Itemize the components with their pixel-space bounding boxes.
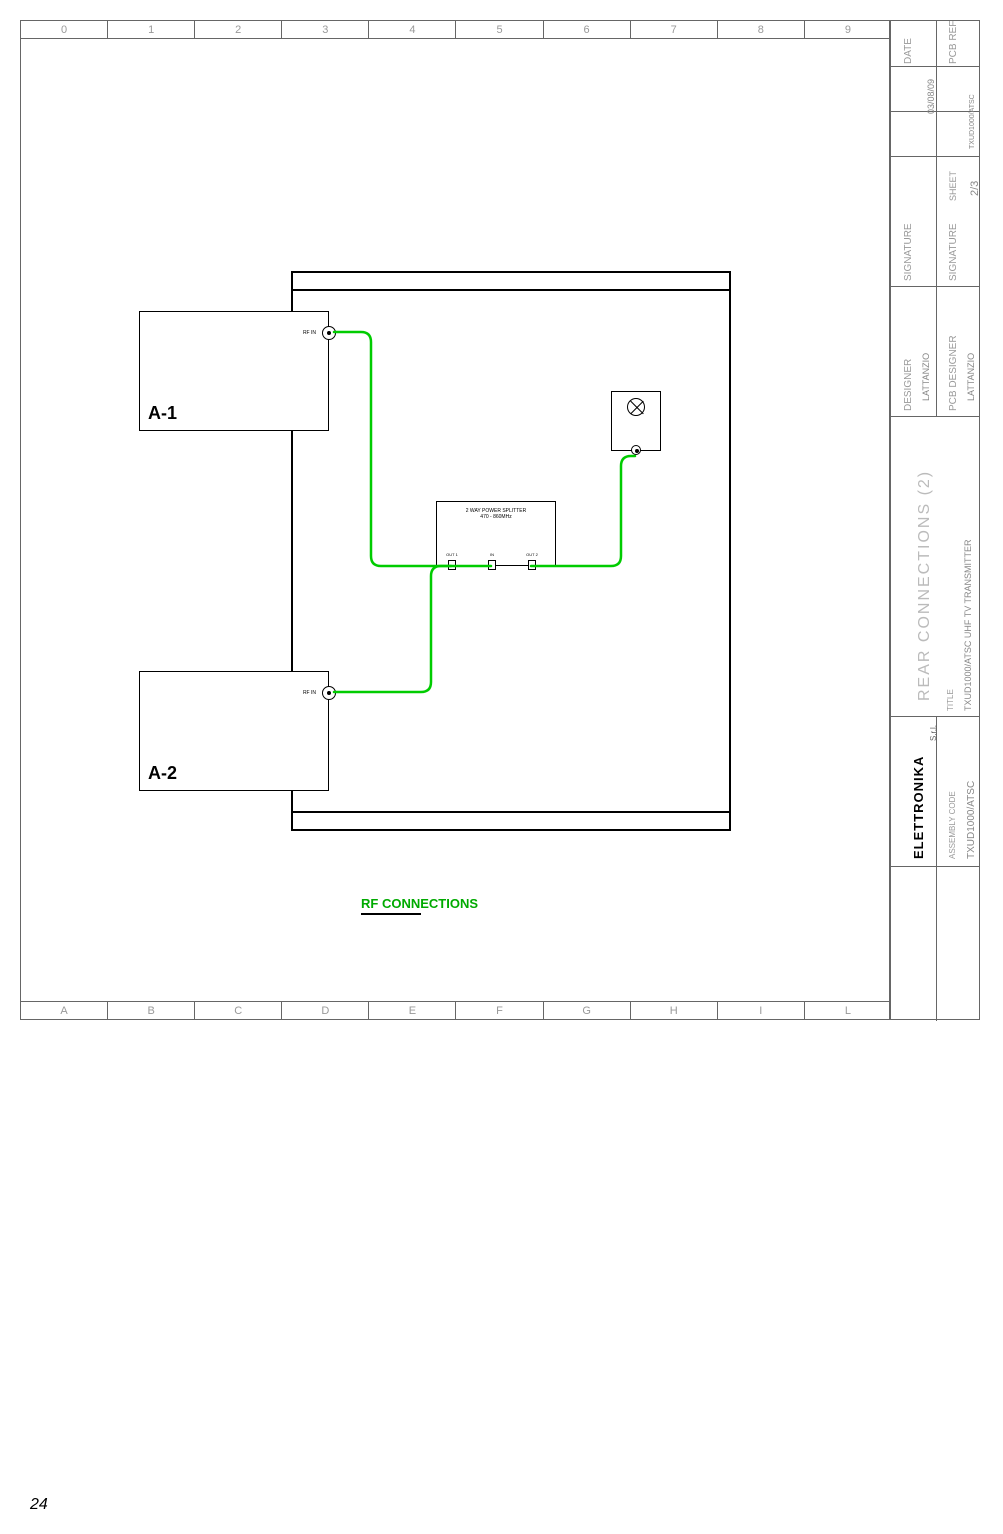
ruler-cell: 0 (21, 21, 108, 38)
ruler-cell: H (631, 1002, 718, 1019)
cabinet-bottom (291, 811, 731, 831)
tb-date-label: DATE (903, 38, 914, 64)
ruler-cell: 4 (369, 21, 456, 38)
connector-dot-icon (631, 445, 641, 455)
splitter-port-out2 (528, 560, 536, 570)
ruler-cell: B (108, 1002, 195, 1019)
splitter-title-2: 470 - 860MHz (480, 514, 511, 520)
tb-designer-label: DESIGNER (903, 359, 914, 411)
splitter-port-out1 (448, 560, 456, 570)
tb-divider (936, 716, 937, 1021)
tb-pcbref-label: PCB REF (948, 21, 959, 64)
tb-assembly-value: TXUD1000/ATSC (966, 781, 977, 859)
ruler-cell: G (544, 1002, 631, 1019)
ruler-cell: 6 (544, 21, 631, 38)
splitter-title: 2 WAY POWER SPLITTER 470 - 860MHz (437, 508, 555, 520)
tb-pcb-designer-value: LATTANZIO (966, 353, 976, 401)
ruler-cell: L (805, 1002, 891, 1019)
output-connector-module (611, 391, 661, 451)
ruler-cell: 7 (631, 21, 718, 38)
tb-sheet-label: SHEET (948, 171, 958, 201)
splitter-port-in-label: IN (482, 552, 502, 557)
tb-title-value: TXUD1000/ATSC UHF TV TRANSMITTER (963, 539, 973, 711)
ruler-cell: 3 (282, 21, 369, 38)
section-title-underline (361, 913, 421, 915)
splitter-port-in (488, 560, 496, 570)
splitter-port-out2-label: OUT 2 (522, 552, 542, 557)
tb-designer-value: LATTANZIO (921, 353, 931, 401)
ruler-cell: E (369, 1002, 456, 1019)
module-a1-label: A-1 (148, 403, 177, 424)
tb-main-title: REAR CONNECTIONS (2) (916, 470, 934, 701)
tb-logo-text: ELETTRONIKA (911, 756, 926, 859)
ruler-cell: C (195, 1002, 282, 1019)
ruler-cell: 2 (195, 21, 282, 38)
module-a1-port-label: RF IN (303, 330, 316, 336)
cabinet-top (291, 271, 731, 291)
tb-pcbref-value: TXUD1000/ATSC (969, 94, 976, 149)
ruler-cell: 1 (108, 21, 195, 38)
ruler-cell: F (456, 1002, 543, 1019)
tb-pcb-designer-label: PCB DESIGNER (948, 335, 959, 411)
section-title: RF CONNECTIONS (361, 896, 478, 911)
tb-sheet-value: 2/3 (969, 181, 981, 196)
ruler-bottom: A B C D E F G H I L (21, 1001, 891, 1019)
splitter-port-out1-label: OUT 1 (442, 552, 462, 557)
ruler-cell: 9 (805, 21, 891, 38)
tb-signature-label: SIGNATURE (903, 223, 914, 281)
module-a2-label: A-2 (148, 763, 177, 784)
module-a2-connector-icon (322, 686, 336, 700)
tb-row-sheet (891, 111, 979, 156)
ruler-cell: D (282, 1002, 369, 1019)
tb-assembly-label: ASSEMBLY CODE (948, 791, 957, 859)
tb-title-label: TITLE (946, 689, 955, 711)
ruler-cell: 5 (456, 21, 543, 38)
ruler-cell: A (21, 1002, 108, 1019)
tb-signature-label-2: SIGNATURE (948, 223, 959, 281)
page-number: 24 (30, 1496, 48, 1514)
connector-cross-icon (627, 398, 645, 416)
tb-date-value: 03/08/09 (926, 79, 936, 114)
module-a1: A-1 RF IN (139, 311, 329, 431)
drawing-frame: 0 1 2 3 4 5 6 7 8 9 A-1 RF IN A-2 RF IN … (20, 20, 890, 1020)
ruler-cell: 8 (718, 21, 805, 38)
ruler-top: 0 1 2 3 4 5 6 7 8 9 (21, 21, 891, 39)
module-a2-port-label: RF IN (303, 690, 316, 696)
module-a2: A-2 RF IN (139, 671, 329, 791)
splitter-module: 2 WAY POWER SPLITTER 470 - 860MHz OUT 1 … (436, 501, 556, 566)
tb-row-assembly (891, 866, 979, 1021)
tb-logo-sub: S.r.l. (929, 725, 938, 741)
title-block: DATE 03/08/09 PCB REF TXUD1000/ATSC SHEE… (890, 20, 980, 1020)
tb-divider (936, 21, 937, 416)
module-a1-connector-icon (322, 326, 336, 340)
ruler-cell: I (718, 1002, 805, 1019)
